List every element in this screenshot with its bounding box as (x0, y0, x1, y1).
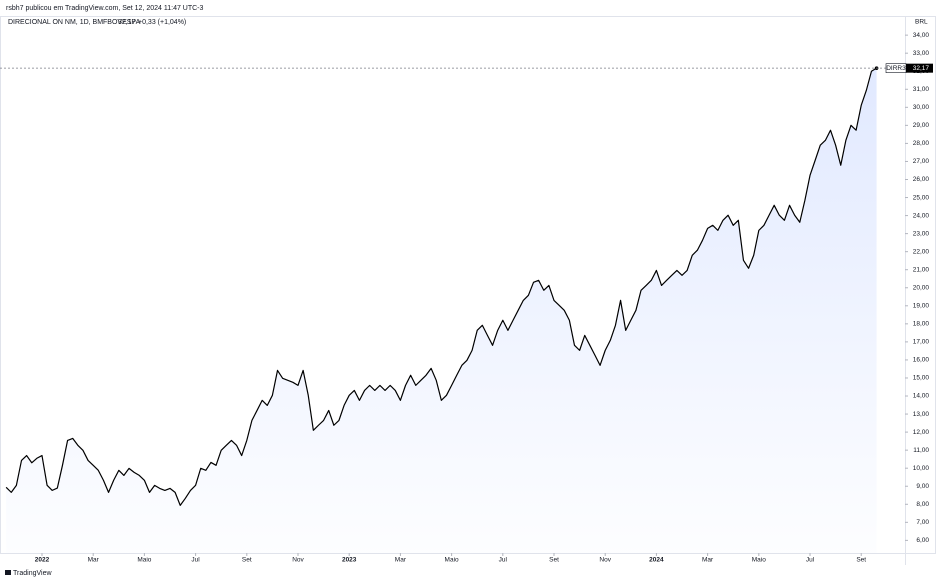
header: rsbh7 publicou em TradingView.com, Set 1… (6, 5, 204, 12)
currency: BRL (915, 19, 928, 26)
x-tick-label: Mar (395, 557, 407, 564)
y-tick-label: 6,00 (916, 537, 929, 544)
brand: TradingView (5, 570, 52, 577)
x-tick-label: Jul (191, 557, 200, 564)
brand-name: TradingView (13, 570, 52, 577)
y-tick-label: 10,00 (913, 465, 930, 472)
x-tick-label: Jul (499, 557, 508, 564)
x-tick-label: Nov (292, 557, 304, 564)
y-tick-label: 11,00 (913, 447, 929, 454)
x-tick-label: Maio (752, 557, 766, 564)
y-tick-label: 29,00 (913, 122, 930, 129)
x-tick-label: Mar (702, 557, 714, 564)
y-tick-label: 25,00 (913, 194, 930, 201)
x-tick-label: Set (242, 557, 252, 564)
price-line (5, 67, 877, 506)
y-tick-label: 16,00 (913, 357, 930, 364)
y-tick-label: 34,00 (913, 32, 930, 39)
y-tick-label: 33,00 (913, 50, 930, 57)
x-tick-label: Jul (806, 557, 815, 564)
last-price-badge (906, 63, 933, 73)
y-tick-label: 19,00 (913, 303, 930, 310)
y-tick-label: 27,00 (913, 158, 930, 165)
y-tick-label: 23,00 (913, 230, 930, 237)
x-tick-label: 2024 (649, 557, 664, 564)
x-tick-label: Set (549, 557, 559, 564)
y-tick-label: 17,00 (913, 339, 930, 346)
x-tick-label: Maio (445, 557, 459, 564)
x-tick-label: 2022 (35, 557, 50, 564)
y-tick-label: 15,00 (913, 375, 930, 382)
y-tick-label: 31,00 (913, 86, 930, 93)
legend-change: +0,33 (+1,04%) (138, 19, 186, 26)
y-tick-label: 26,00 (913, 176, 930, 183)
y-tick-label: 20,00 (913, 284, 930, 291)
x-tick-label: Maio (137, 557, 151, 564)
y-tick-label: 7,00 (916, 519, 929, 526)
y-tick-label: 12,00 (913, 429, 930, 436)
y-tick-label: 30,00 (913, 104, 930, 111)
y-tick-label: 9,00 (916, 483, 929, 490)
y-tick-label: 22,00 (913, 248, 930, 255)
x-tick-label: 2023 (342, 557, 357, 564)
legend-symbol: DIRECIONAL ON NM, 1D, BMFBOVESPA (8, 19, 141, 26)
y-tick-label: 21,00 (913, 266, 930, 273)
y-tick-label: 18,00 (913, 321, 930, 328)
brand-logo (5, 570, 11, 575)
area-fill (6, 68, 877, 553)
x-tick-label: Set (856, 557, 866, 564)
y-tick-label: 13,00 (913, 411, 930, 418)
y-tick-label: 14,00 (913, 393, 930, 400)
ticker-label: DIRR3 (886, 65, 906, 72)
y-tick-label: 24,00 (913, 212, 930, 219)
x-tick-label: Mar (88, 557, 100, 564)
x-tick-label: Nov (599, 557, 611, 564)
last-price-label: 32,17 (913, 65, 930, 72)
y-tick-label: 28,00 (913, 140, 930, 147)
legend-price: 32,17 (118, 19, 136, 26)
y-tick-label: 8,00 (916, 501, 929, 508)
